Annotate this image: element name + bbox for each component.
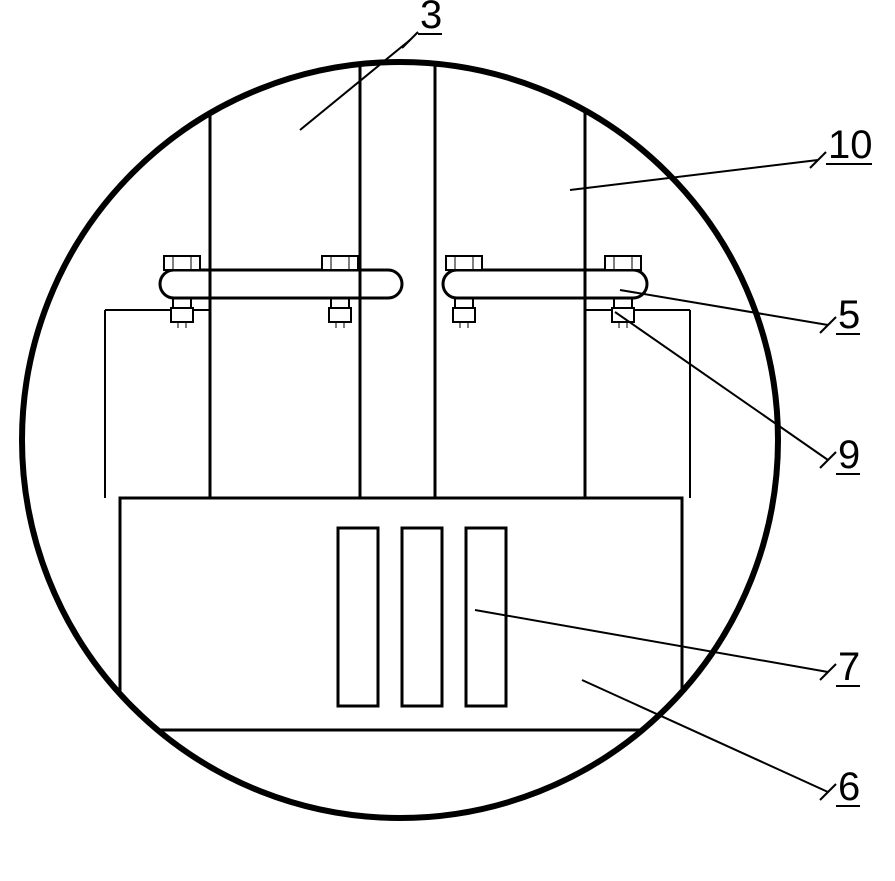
label-6: 6 (838, 765, 860, 809)
label-10: 10 (828, 123, 873, 167)
label-7: 7 (838, 645, 860, 689)
leader-line-3 (300, 40, 410, 130)
leader-line-10 (570, 160, 818, 190)
technical-diagram: 3 10 5 9 7 6 (0, 0, 895, 881)
label-9: 9 (838, 433, 860, 477)
label-5: 5 (838, 293, 860, 337)
leader-line-6 (582, 680, 828, 792)
diagram-svg: 3 10 5 9 7 6 (0, 0, 895, 881)
leader-line-9 (615, 312, 828, 460)
leader-line-5 (620, 290, 828, 325)
label-3: 3 (420, 0, 442, 37)
